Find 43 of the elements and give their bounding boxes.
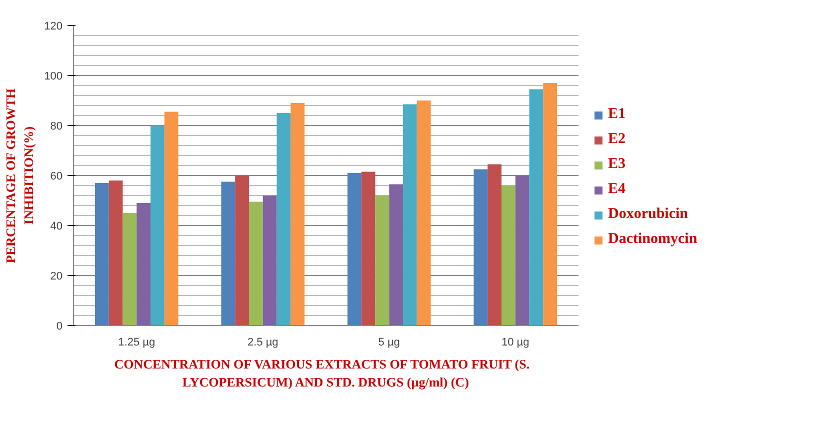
legend-label: Dactinomycin bbox=[608, 231, 698, 248]
x-tick-label: 1.25 µg bbox=[118, 336, 156, 348]
bar bbox=[403, 104, 417, 326]
bar bbox=[389, 184, 404, 326]
legend-label: E4 bbox=[608, 181, 627, 198]
legend-label: E1 bbox=[608, 106, 627, 123]
y-tick-label: 80 bbox=[50, 120, 63, 132]
bar bbox=[543, 83, 558, 326]
y-axis-title: PERCENTAGE OF GROWTH INHIBITION(%) bbox=[3, 88, 36, 264]
bar bbox=[108, 180, 123, 326]
bar bbox=[94, 183, 109, 326]
y-tick-label: 40 bbox=[50, 220, 63, 232]
legend-label: E2 bbox=[608, 131, 627, 148]
x-axis-title: CONCENTRATION OF VARIOUS EXTRACTS OF TOMATO FRUIT (S. LYCOPERSICUM) AND STD. DRUGS (µg/ml) (C) bbox=[114, 356, 530, 390]
y-tick-label: 0 bbox=[56, 320, 63, 332]
y-tick-label: 20 bbox=[50, 270, 63, 282]
bar bbox=[515, 176, 530, 326]
bar bbox=[150, 126, 164, 326]
y-tick-label: 60 bbox=[50, 170, 63, 182]
y-tick-label: 100 bbox=[44, 70, 63, 82]
bar bbox=[248, 202, 263, 326]
bar bbox=[474, 169, 488, 326]
bar bbox=[488, 164, 502, 326]
bar bbox=[529, 89, 544, 326]
bar bbox=[290, 103, 305, 326]
bar bbox=[235, 176, 249, 326]
bar bbox=[347, 173, 362, 326]
legend-label: E3 bbox=[608, 156, 627, 173]
bar bbox=[136, 203, 151, 326]
bar bbox=[361, 172, 376, 326]
bar bbox=[276, 113, 291, 326]
bar bbox=[501, 186, 516, 326]
x-tick-label: 2.5 µg bbox=[247, 336, 278, 348]
bar bbox=[122, 213, 137, 326]
bar bbox=[221, 182, 236, 326]
bar bbox=[416, 100, 431, 326]
bar bbox=[262, 196, 277, 326]
y-tick-label: 120 bbox=[44, 20, 63, 32]
legend-label: Doxorubicin bbox=[608, 206, 688, 223]
x-tick-label: 5 µg bbox=[378, 336, 400, 348]
x-tick-label: 10 µg bbox=[502, 336, 530, 348]
bar bbox=[164, 112, 178, 326]
bar bbox=[375, 196, 390, 326]
